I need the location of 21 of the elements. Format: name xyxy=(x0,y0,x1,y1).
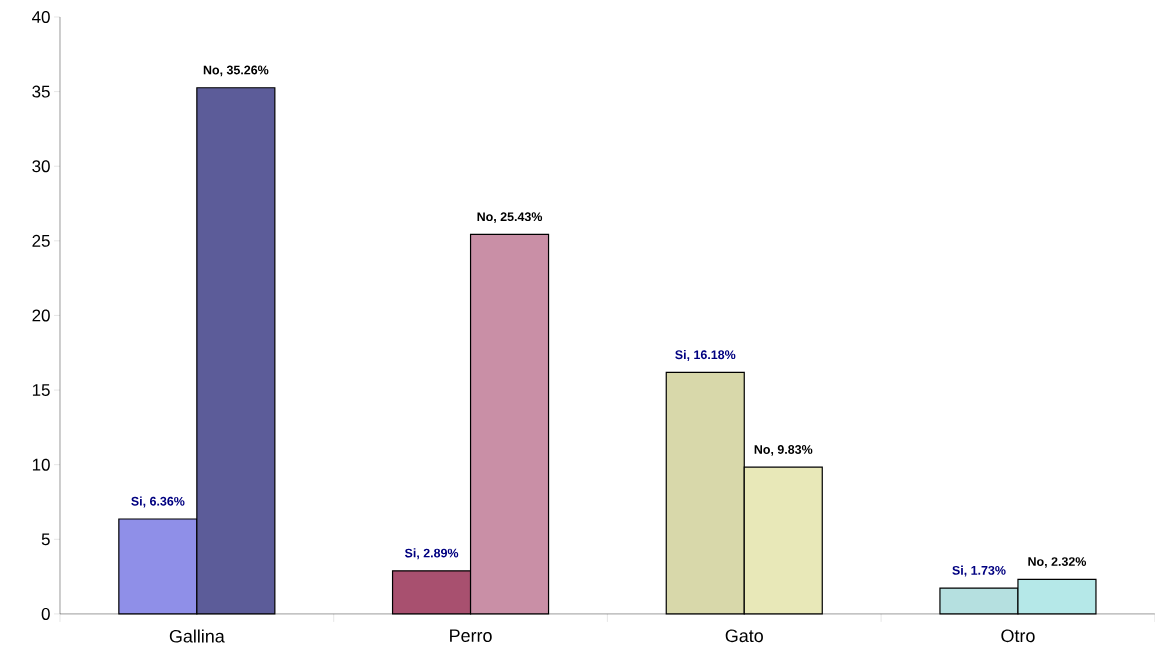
y-tick-label: 15 xyxy=(32,384,50,397)
data-label: No, 2.32% xyxy=(1028,557,1087,568)
y-tick-label: 40 xyxy=(32,11,50,24)
data-label: No, 9.83% xyxy=(754,445,813,456)
x-tick-label: Gato xyxy=(725,629,763,643)
y-tick-label: 20 xyxy=(32,309,50,322)
data-label: No, 25.43% xyxy=(477,212,543,223)
y-tick-label: 5 xyxy=(41,533,50,546)
y-tick-label: 0 xyxy=(41,607,50,620)
data-label: Si, 2.89% xyxy=(404,548,459,560)
data-label: Si, 6.36% xyxy=(131,496,185,508)
data-label: Si, 16.18% xyxy=(675,350,736,361)
x-tick-label: Gallina xyxy=(169,629,225,643)
y-tick-label: 10 xyxy=(32,458,50,471)
y-tick-label: 25 xyxy=(32,234,50,247)
y-tick-label: 35 xyxy=(32,85,50,98)
data-label: No, 35.26% xyxy=(203,65,269,77)
data-label: Si, 1.73% xyxy=(952,565,1006,577)
y-tick-label: 30 xyxy=(32,160,50,173)
x-tick-label: Perro xyxy=(450,629,492,642)
x-tick-label: Otro xyxy=(1001,629,1035,643)
